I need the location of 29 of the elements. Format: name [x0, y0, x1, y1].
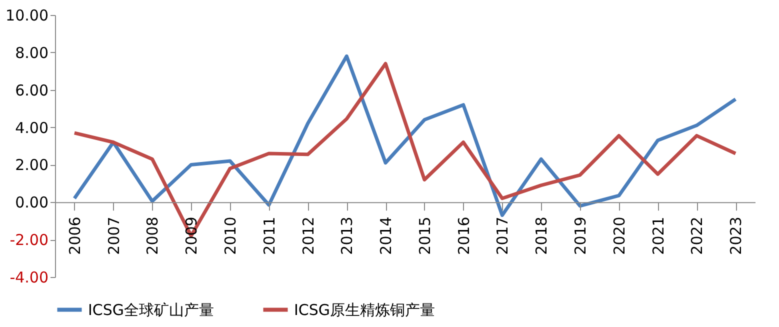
x-tick-label: 2017 [494, 216, 512, 255]
x-tick-label: 2016 [454, 216, 473, 255]
y-tick-label: 10.00 [6, 6, 48, 24]
y-tick-label: 4.00 [15, 118, 48, 137]
x-tick-label: 2007 [104, 216, 123, 255]
x-tick-label: 2008 [144, 216, 162, 255]
y-tick-label: 8.00 [15, 44, 48, 62]
y-tick-label: -2.00 [10, 231, 48, 250]
x-tick-label: 2014 [377, 216, 396, 255]
legend-label: ICSG全球矿山产量 [88, 300, 214, 319]
x-tick-label: 2019 [572, 216, 590, 255]
y-tick-label: 6.00 [15, 81, 48, 100]
x-tick-label: 2013 [338, 216, 356, 255]
legend-label: ICSG原生精炼铜产量 [294, 300, 436, 319]
x-tick-label: 2006 [66, 216, 84, 255]
line-series [72, 54, 738, 217]
x-tick-label: 2010 [222, 216, 240, 255]
y-tick-label: 2.00 [15, 156, 48, 174]
x-tick-label: 2012 [299, 216, 318, 255]
x-tick-label: 2023 [727, 216, 746, 255]
x-tick-label: 2022 [688, 216, 706, 255]
x-tick-label: 2011 [260, 216, 278, 255]
y-tick-label: 0.00 [15, 194, 48, 212]
x-tick-label: 2015 [416, 216, 434, 255]
x-tick-label: 2021 [649, 216, 668, 255]
x-tick-label: 2009 [182, 216, 201, 255]
x-tick-label: 2020 [610, 216, 628, 255]
y-tick-label: -4.00 [10, 268, 48, 286]
x-tick-label: 2018 [532, 216, 551, 255]
